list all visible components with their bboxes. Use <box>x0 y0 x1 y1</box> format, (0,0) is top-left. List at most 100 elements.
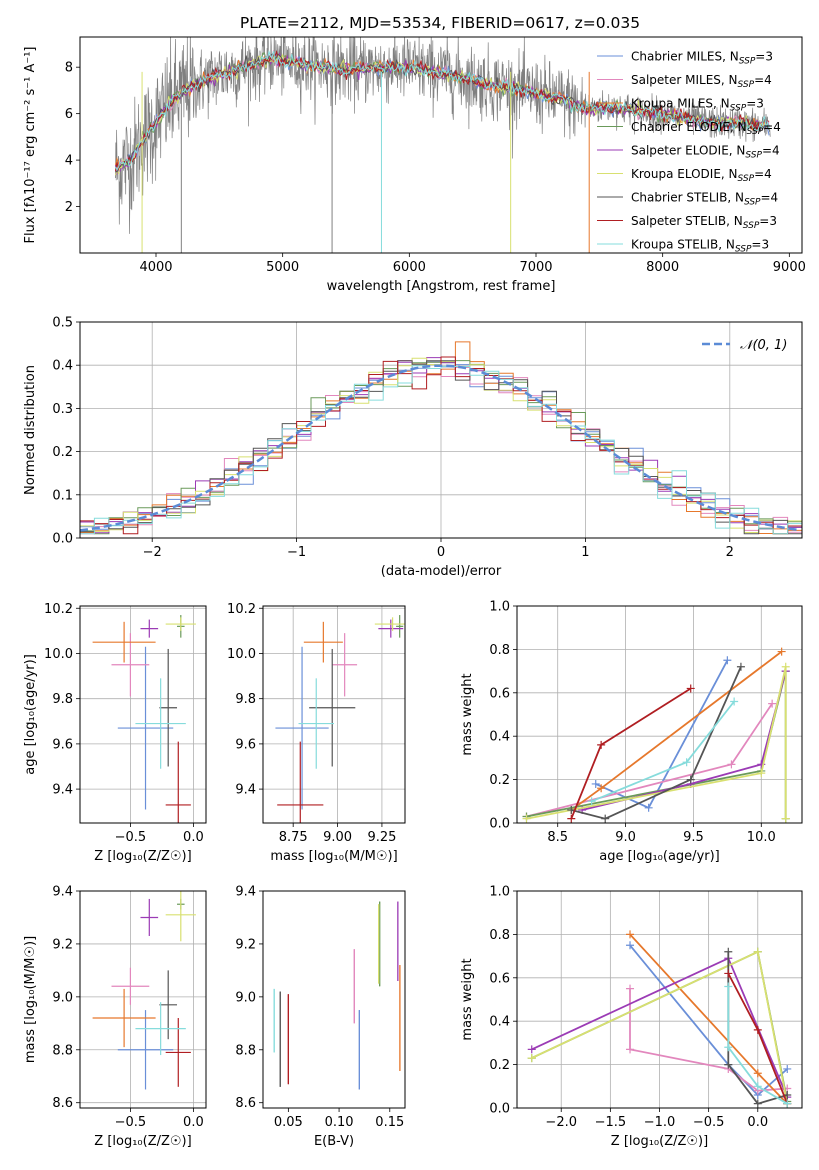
data-point <box>753 1082 762 1091</box>
data-point <box>591 779 600 788</box>
axes-frame <box>79 321 803 539</box>
x-tick-label: 0.0 <box>183 1115 204 1130</box>
x-tick-label: 0 <box>437 545 445 560</box>
legend-label: Chabrier ELODIE, NSSP=4 <box>631 120 781 137</box>
y-tick-label: 8.8 <box>52 1043 73 1058</box>
x-tick-label: 0.05 <box>274 1115 303 1130</box>
legend-subscript: SSP <box>738 174 755 184</box>
y-axis-label: mass weight <box>460 958 475 1040</box>
axes-residuals: −2 −1 0 1 2 0.0 0.1 0.2 0.3 0.4 0.5 (data-model)/er… <box>23 316 803 579</box>
plot-area <box>273 901 401 1090</box>
plot-area <box>517 891 802 1108</box>
y-axis-label: Normed distribution <box>23 365 38 495</box>
legend-subscript: SSP <box>745 151 762 161</box>
x-tick-label: 7000 <box>519 260 552 275</box>
x-tick-label: 8.75 <box>279 830 308 845</box>
data-point <box>527 1045 536 1054</box>
legend-label: Chabrier STELIB, NSSP=4 <box>631 191 778 208</box>
y-axis-label: age [log₁₀(age/yr)] <box>23 654 38 775</box>
plot-area <box>80 322 802 538</box>
gaussian-curve <box>80 364 800 532</box>
y-tick-label: 9.8 <box>52 692 73 707</box>
data-point <box>597 784 606 793</box>
axes-mass_vs_z: −0.5 0.0 8.6 8.8 9.0 9.2 9.4 Z [log₁₀(Z/Z☉)] mas… <box>23 885 207 1149</box>
y-tick-label: 8.6 <box>52 1096 73 1111</box>
data-point <box>626 984 635 993</box>
data-point <box>644 803 653 812</box>
y-tick-label: 9.0 <box>235 990 256 1005</box>
legend-nssp: =4 <box>761 191 779 205</box>
x-tick-label: −1 <box>287 545 306 560</box>
y-tick-label: 9.4 <box>52 783 73 798</box>
data-point <box>783 1099 792 1108</box>
legend-nssp: =4 <box>762 144 780 158</box>
weight-line <box>526 666 787 820</box>
x-tick-label: 9.25 <box>367 830 396 845</box>
x-tick-label: 8.5 <box>547 830 568 845</box>
x-tick-label: 10.0 <box>747 830 776 845</box>
axes-frame <box>262 605 406 824</box>
weight-line <box>591 700 735 803</box>
axes-weight_vs_z: −2.0 −1.5 −1.0 −0.5 0.0 0.0 0.2 0.4 0.6 0.8 1.0 Z [… <box>460 885 803 1149</box>
x-axis-label: Z [log₁₀(Z/Z☉)] <box>611 1134 708 1149</box>
y-tick-label: 8 <box>65 61 73 76</box>
axes-layer: 4000 5000 6000 7000 8000 9000 2 4 6 8 wavelength [… <box>23 36 806 1149</box>
y-tick-label: 0.8 <box>489 643 510 658</box>
y-tick-label: 0.2 <box>489 1058 510 1073</box>
x-axis-label: age [log₁₀(age/yr)] <box>599 849 720 864</box>
data-point <box>527 1054 536 1063</box>
y-axis-label: mass [log₁₀(M/M☉)] <box>23 936 38 1063</box>
y-tick-label: 0.4 <box>489 1015 510 1030</box>
x-tick-label: 2 <box>726 545 734 560</box>
legend-label: Chabrier MILES, NSSP=3 <box>631 50 773 67</box>
legend-label: Salpeter MILES, NSSP=4 <box>631 73 772 90</box>
x-tick-label: −1.0 <box>644 1115 676 1130</box>
model-spectrum <box>115 49 770 171</box>
weight-line <box>526 670 787 819</box>
x-tick-label: 9.0 <box>615 830 636 845</box>
y-tick-label: 8.8 <box>235 1043 256 1058</box>
x-tick-label: −2 <box>143 545 162 560</box>
residual-histogram <box>80 365 802 535</box>
data-point <box>686 775 695 784</box>
x-tick-label: −0.5 <box>115 1115 147 1130</box>
y-tick-label: 0.2 <box>489 773 510 788</box>
data-point <box>781 662 790 671</box>
y-tick-label: 10.0 <box>44 647 73 662</box>
data-point <box>601 814 610 823</box>
y-tick-label: 9.6 <box>235 737 256 752</box>
y-tick-label: 9.6 <box>52 737 73 752</box>
data-point <box>724 1043 733 1052</box>
data-point <box>753 1099 762 1108</box>
weight-line <box>526 703 773 818</box>
x-tick-label: 1 <box>581 545 589 560</box>
data-point <box>783 1064 792 1073</box>
x-tick-label: −0.5 <box>115 830 147 845</box>
y-tick-label: 0.8 <box>489 928 510 943</box>
y-tick-label: 8.6 <box>235 1096 256 1111</box>
weight-line <box>571 666 742 820</box>
y-tick-label: 2 <box>65 200 73 215</box>
weight-line <box>727 986 788 1105</box>
axes-frame <box>516 890 803 1109</box>
legend-subscript: SSP <box>743 221 760 231</box>
axes-mass_vs_ebv: 0.05 0.10 0.15 8.6 8.8 9.0 9.2 9.4 E(B-V) <box>235 885 406 1149</box>
x-axis-label: Z [log₁₀(Z/Z☉)] <box>94 1134 191 1149</box>
plot-area <box>80 606 206 823</box>
plot-area <box>263 606 405 823</box>
x-tick-label: 6000 <box>393 260 426 275</box>
x-tick-label: 9.5 <box>683 830 704 845</box>
legend-nssp: =4 <box>754 73 772 87</box>
axes-frame <box>262 890 406 1109</box>
data-point <box>587 797 596 806</box>
plot-area <box>115 37 771 253</box>
y-tick-label: 0.4 <box>52 359 73 374</box>
x-tick-label: −1.5 <box>595 1115 627 1130</box>
data-point <box>724 969 733 978</box>
y-tick-label: 0.3 <box>52 402 73 417</box>
data-point <box>626 1045 635 1054</box>
data-point <box>736 662 745 671</box>
axes-age_vs_mass: 8.75 9.00 9.25 9.4 9.6 9.8 10.0 10.2 mass [log₁₀… <box>227 602 406 864</box>
data-point <box>597 740 606 749</box>
